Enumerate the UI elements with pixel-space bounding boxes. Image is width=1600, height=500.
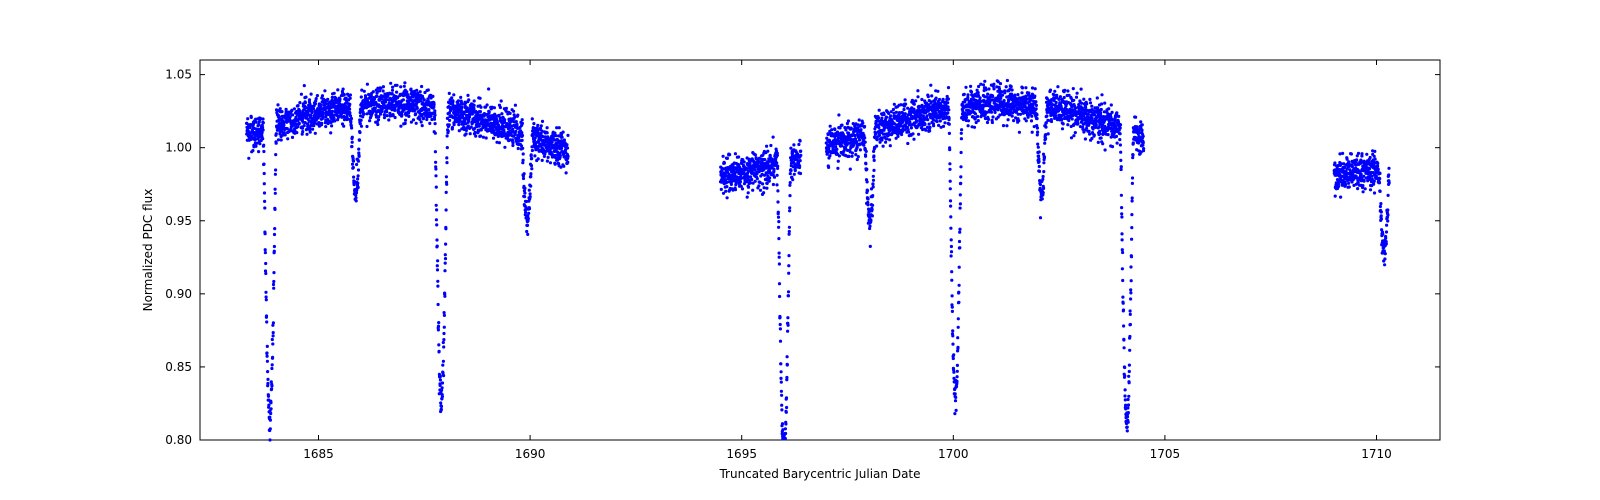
y-axis-label: Normalized PDC flux xyxy=(141,189,155,312)
x-tick-label: 1685 xyxy=(303,447,334,461)
y-tick-label: 0.95 xyxy=(165,214,192,228)
x-axis-label: Truncated Barycentric Julian Date xyxy=(718,467,920,481)
lightcurve-chart: 1685 1690 1695 1700 1705 1710 0.80 0.85 0.90 0.9… xyxy=(0,0,1600,500)
y-tick-label: 1.00 xyxy=(165,141,192,155)
y-tick-label: 0.80 xyxy=(165,433,192,447)
x-tick-label: 1695 xyxy=(726,447,757,461)
plot-background xyxy=(200,60,1440,440)
y-tick-label: 1.05 xyxy=(165,68,192,82)
y-tick-label: 0.85 xyxy=(165,360,192,374)
x-tick-label: 1700 xyxy=(938,447,969,461)
y-tick-label: 0.90 xyxy=(165,287,192,301)
chart-svg: 1685 1690 1695 1700 1705 1710 0.80 0.85 0.90 0.9… xyxy=(0,0,1600,500)
x-tick-label: 1705 xyxy=(1150,447,1181,461)
x-tick-label: 1690 xyxy=(515,447,546,461)
x-tick-label: 1710 xyxy=(1361,447,1392,461)
